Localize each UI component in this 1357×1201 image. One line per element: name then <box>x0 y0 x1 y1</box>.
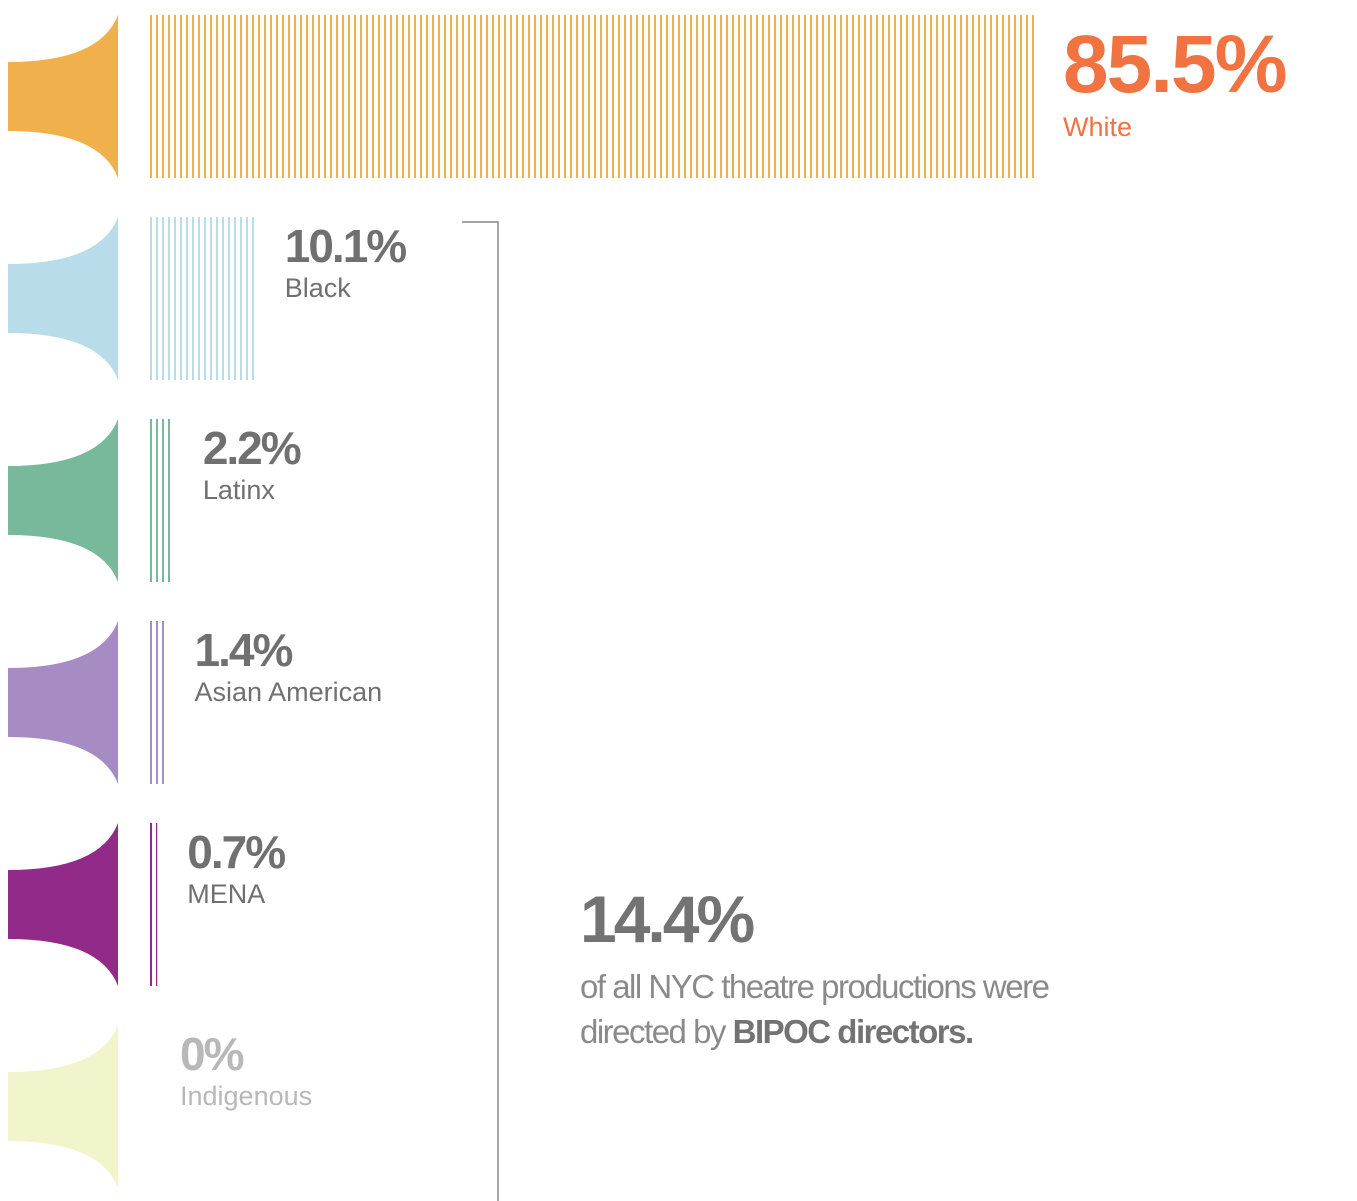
fan-icon <box>8 1025 118 1188</box>
category-label: Indigenous <box>180 1081 312 1111</box>
fan-icon <box>8 823 118 986</box>
callout-plain: directed by <box>580 1013 727 1050</box>
fan-icon <box>8 217 118 380</box>
category-label: Latinx <box>203 475 276 505</box>
bar <box>150 621 165 784</box>
bar <box>150 217 255 380</box>
value-label: 85.5% <box>1063 19 1286 110</box>
bracket <box>462 221 499 1201</box>
value-label: 0.7% <box>187 826 285 878</box>
category-label: White <box>1063 112 1132 142</box>
fan-icon <box>8 15 118 178</box>
category-label: Black <box>285 273 352 303</box>
callout-emphasis: BIPOC directors. <box>733 1013 973 1050</box>
fan-icon <box>8 419 118 582</box>
value-label: 0% <box>180 1028 244 1080</box>
value-label: 10.1% <box>285 220 407 272</box>
bar <box>150 823 158 986</box>
category-label: Asian American <box>195 677 383 707</box>
bar <box>150 419 173 582</box>
value-label: 1.4% <box>195 624 293 676</box>
callout-text: of all NYC theatre productions were <box>580 968 1049 1005</box>
fan-icon <box>8 621 118 784</box>
bar <box>150 15 1037 178</box>
callout-text-2: directed by BIPOC directors. <box>580 1013 973 1050</box>
value-label: 2.2% <box>203 422 301 474</box>
category-label: MENA <box>187 879 265 909</box>
callout-value: 14.4% <box>580 882 753 956</box>
